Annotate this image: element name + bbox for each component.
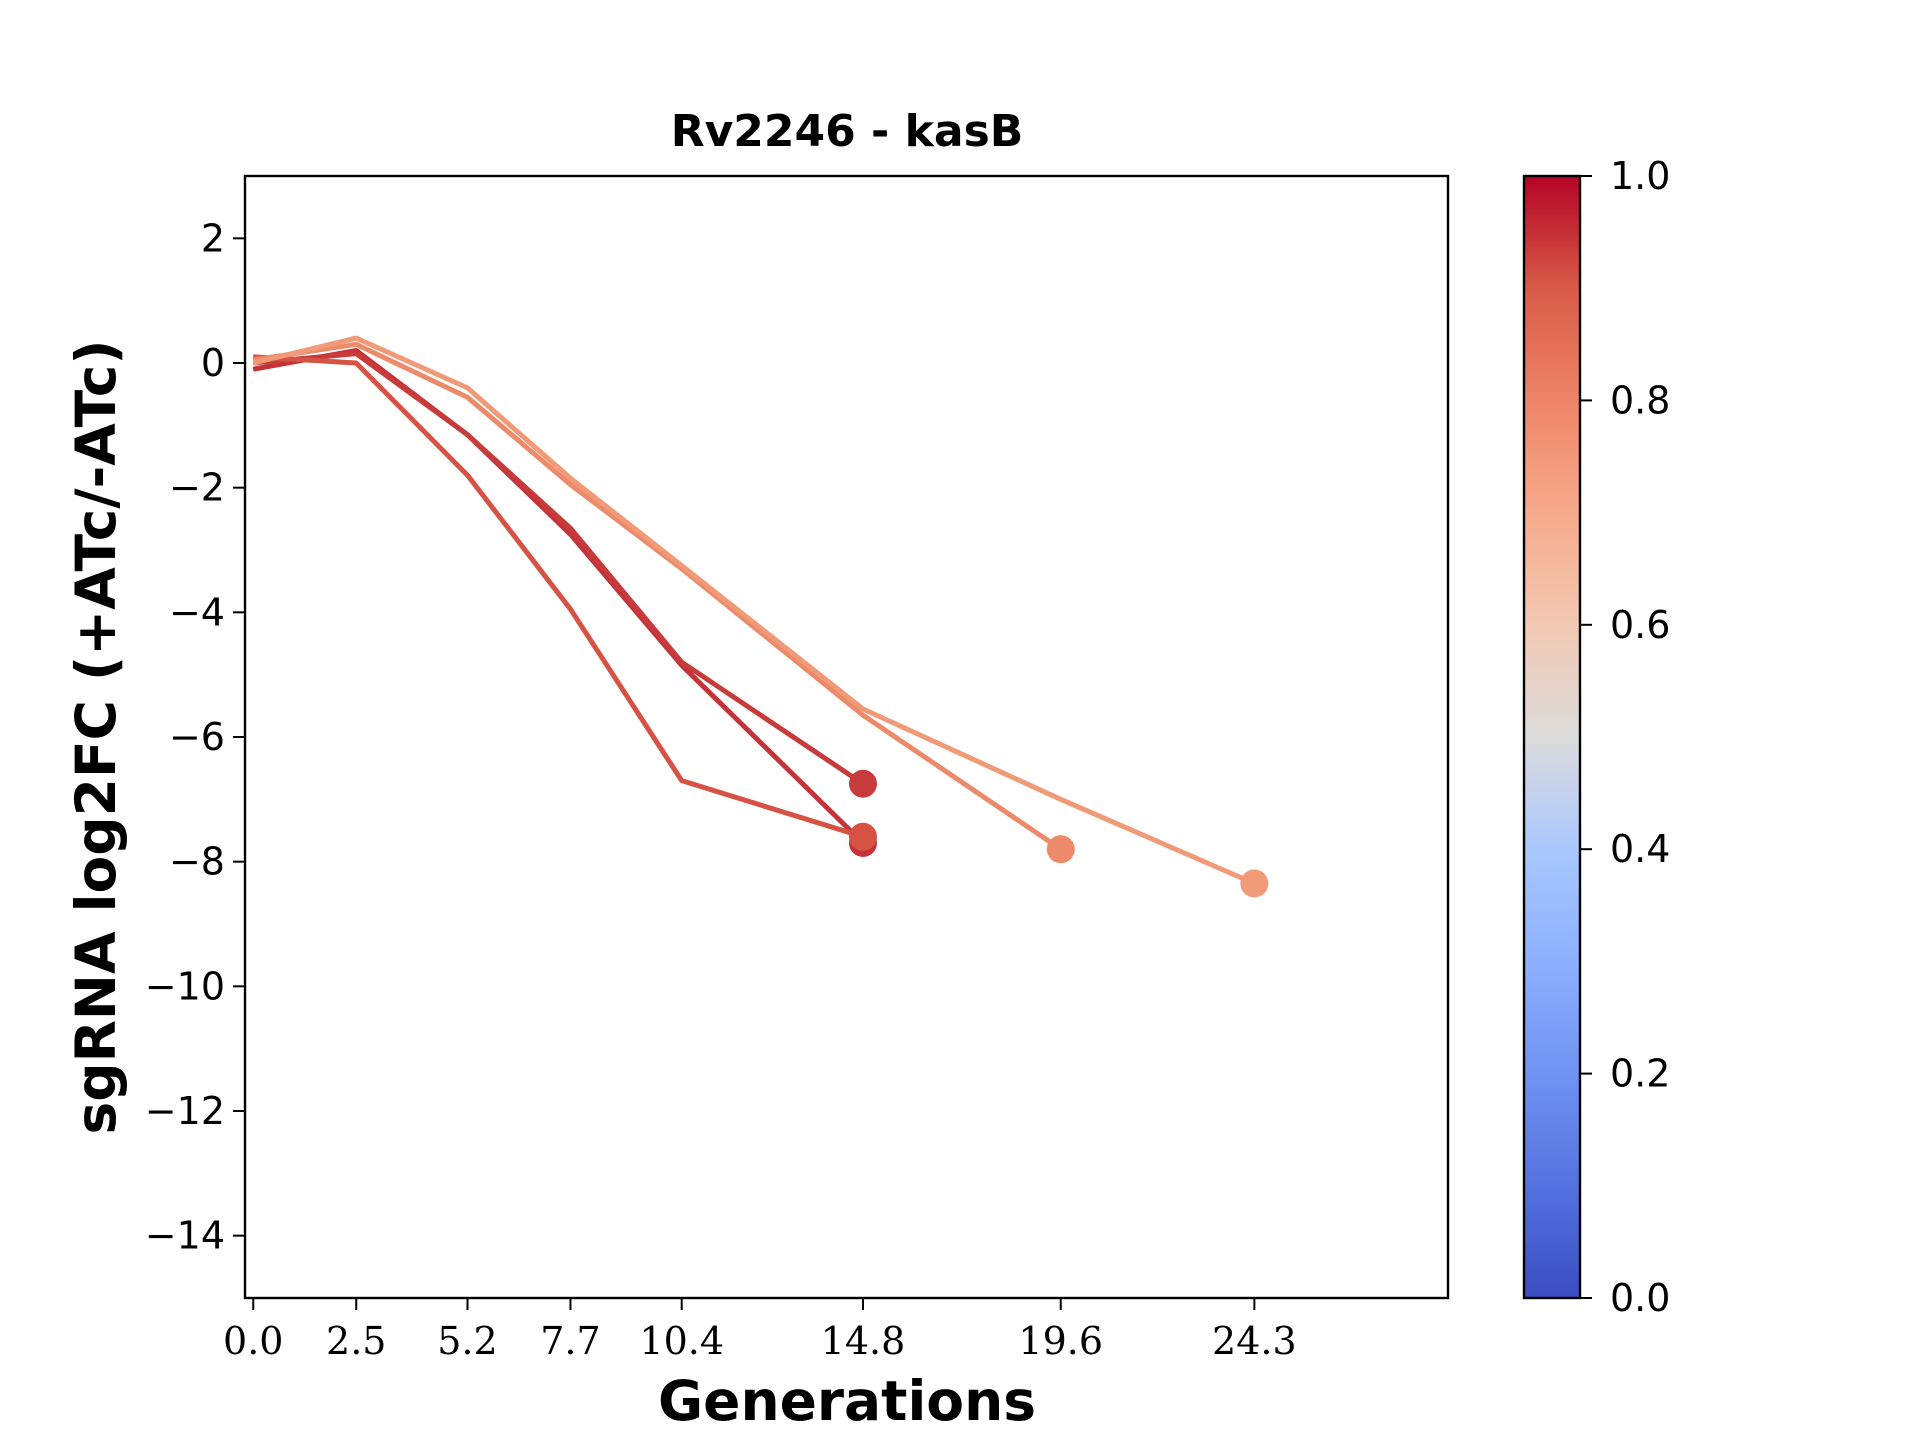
y-tick-label: −10 — [145, 964, 225, 1008]
x-tick-label: 19.6 — [1018, 1319, 1103, 1363]
y-tick-label: −4 — [169, 590, 225, 634]
x-tick-label: 7.7 — [540, 1319, 600, 1363]
chart-title: Rv2246 - kasB — [671, 106, 1024, 157]
x-tick-label: 14.8 — [821, 1319, 906, 1363]
y-tick-label: 2 — [201, 216, 225, 260]
colorbar-tick-label: 0.6 — [1610, 603, 1670, 647]
series-line-5 — [252, 335, 1256, 886]
series-line-4 — [252, 341, 1063, 852]
y-tick-label: −2 — [169, 466, 225, 510]
y-tick-label: −8 — [169, 840, 225, 884]
colorbar-axis: 0.0 0.2 0.4 0.6 0.8 1.0 — [1580, 154, 1670, 1320]
colorbar-tick-label: 0.2 — [1610, 1052, 1670, 1096]
x-tick-label: 5.2 — [437, 1319, 497, 1363]
series-end-point-2 — [848, 769, 877, 798]
y-tick-label: −14 — [145, 1214, 225, 1258]
x-tick-label: 24.3 — [1212, 1319, 1297, 1363]
y-axis-label: sgRNA log2FC (+ATc/-ATc) — [64, 339, 128, 1134]
x-tick-label: 0.0 — [223, 1319, 283, 1363]
series-end-point-3 — [848, 822, 877, 851]
series-line-2 — [252, 351, 865, 786]
y-tick-label: 0 — [201, 341, 225, 385]
colorbar — [1522, 174, 1582, 1300]
series-layer — [252, 335, 1269, 898]
series-line-3 — [253, 354, 864, 840]
x-tick-label: 2.5 — [326, 1319, 386, 1363]
y-tick-label: −12 — [145, 1089, 225, 1133]
x-tick-label: 10.4 — [639, 1319, 724, 1363]
y-axis: 2 0 −2 −4 −6 −8 −10 −12 −14 — [145, 216, 245, 1258]
x-axis-label: Generations — [658, 1369, 1036, 1433]
colorbar-tick-label: 1.0 — [1610, 154, 1670, 198]
colorbar-tick-label: 0.4 — [1610, 827, 1670, 871]
series-end-point-5 — [1240, 869, 1269, 898]
y-tick-label: −6 — [169, 715, 225, 759]
plot-frame — [243, 174, 1450, 1300]
colorbar-tick-label: 0.0 — [1610, 1276, 1670, 1320]
series-end-point-4 — [1046, 835, 1075, 864]
x-axis: 0.0 2.5 5.2 7.7 10.4 14.8 19.6 24.3 — [223, 1298, 1297, 1363]
colorbar-tick-label: 0.8 — [1610, 378, 1670, 422]
